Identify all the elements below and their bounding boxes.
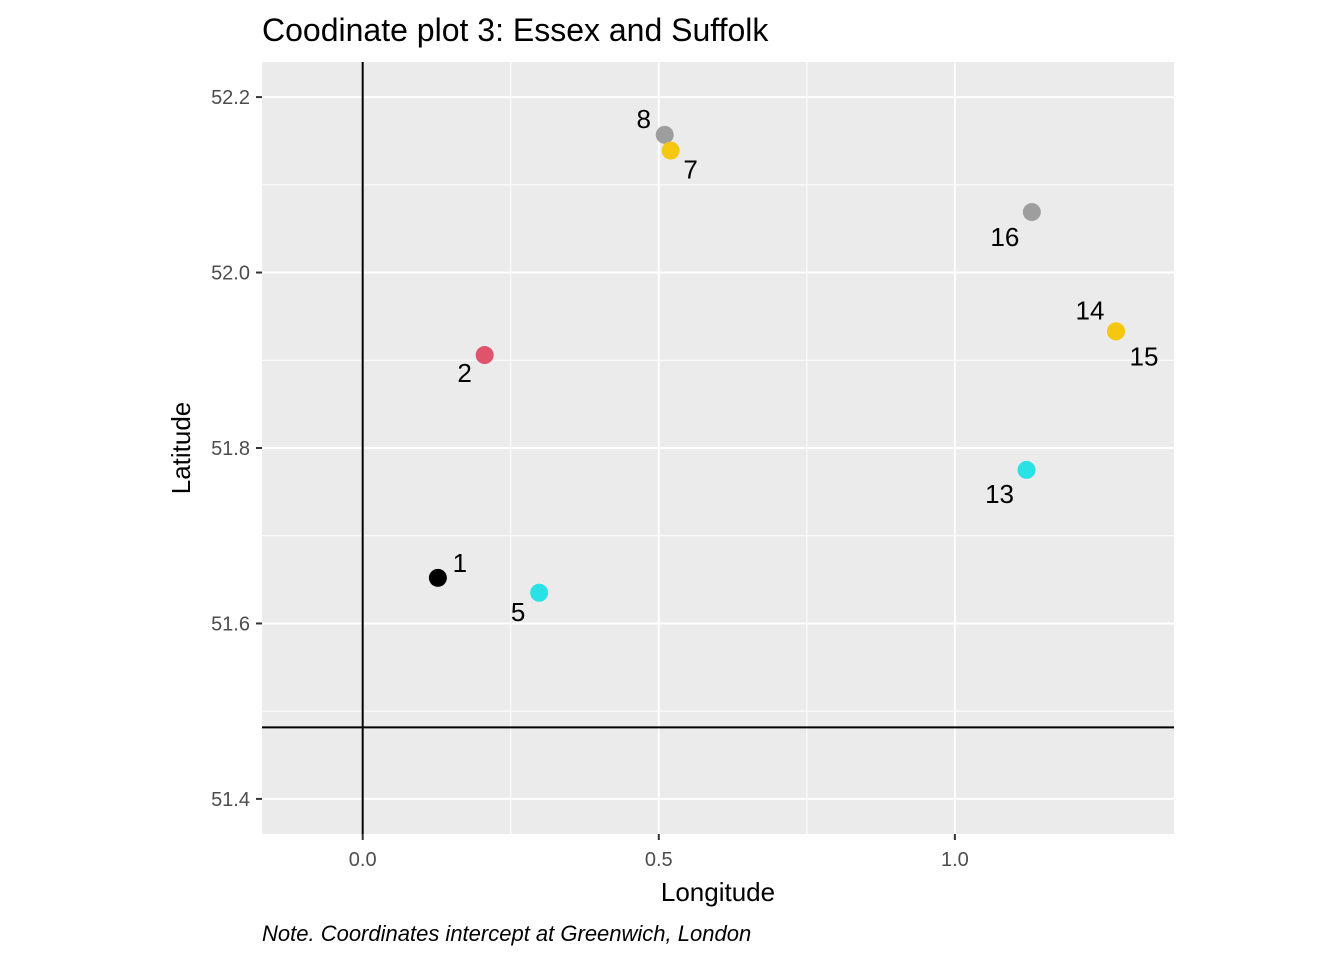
- x-tick-label: 1.0: [941, 849, 969, 871]
- point-label-15: 15: [1130, 341, 1159, 371]
- y-axis-title: Latitude: [166, 402, 196, 495]
- point-8: [655, 125, 674, 144]
- data-points: [428, 125, 1125, 602]
- point-7: [661, 141, 680, 160]
- point-2: [475, 346, 494, 365]
- x-axis-title: Longitude: [661, 877, 775, 907]
- chart-note: Note. Coordinates intercept at Greenwich…: [262, 921, 751, 946]
- y-tick-label: 51.4: [211, 789, 250, 811]
- point-labels: 1 2 5 8 7 16 14 15 13: [453, 104, 1159, 627]
- y-tick-label: 51.6: [211, 613, 250, 635]
- x-axis-ticks: 0.0 0.5 1.0: [349, 834, 969, 871]
- point-label-7: 7: [683, 155, 697, 185]
- point-15: [1106, 322, 1125, 341]
- point-1: [428, 568, 447, 587]
- point-label-13: 13: [985, 479, 1014, 509]
- chart-title: Coodinate plot 3: Essex and Suffolk: [262, 12, 769, 48]
- y-axis-ticks: 51.4 51.6 51.8 52.0 52.2: [211, 87, 262, 811]
- point-16: [1022, 203, 1041, 222]
- y-tick-label: 52.0: [211, 263, 250, 285]
- point-label-2: 2: [457, 358, 471, 388]
- x-tick-label: 0.0: [349, 849, 377, 871]
- point-label-5: 5: [511, 597, 525, 627]
- grid-lines: [262, 62, 1174, 834]
- point-label-16: 16: [990, 222, 1019, 252]
- point-label-14: 14: [1076, 295, 1105, 325]
- x-tick-label: 0.5: [645, 849, 673, 871]
- point-label-1: 1: [453, 548, 467, 578]
- point-label-8: 8: [636, 104, 650, 134]
- point-13: [1017, 460, 1036, 479]
- reference-lines: [262, 62, 1174, 834]
- y-tick-label: 52.2: [211, 87, 250, 109]
- point-5: [530, 583, 549, 602]
- y-tick-label: 51.8: [211, 438, 250, 460]
